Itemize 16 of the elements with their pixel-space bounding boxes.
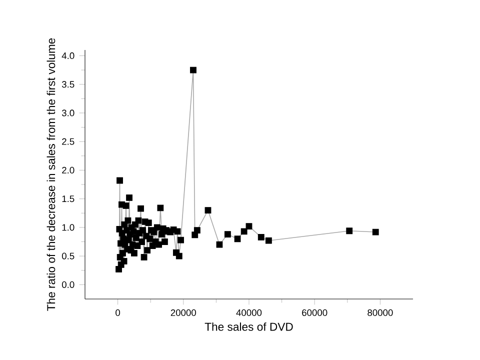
y-tick-label: 0.5 [62,252,74,260]
x-tick-label: 80000 [368,309,393,316]
y-tick-label: 4.0 [62,52,74,60]
y-axis-title: The ratio of the decrease in sales from the first volume [46,38,56,311]
y-tick-label: 1.5 [62,196,74,202]
x-tick-label: 0 [116,309,120,316]
y-tick-label: 0.0 [62,281,74,288]
x-tick-label: 40000 [236,309,262,316]
y-tick-label: 3.5 [62,81,74,88]
y-tick-label: 1.0 [62,224,74,231]
x-axis-title: The sales of DVD [204,322,293,331]
y-tick-label: 2.5 [62,138,74,145]
y-tick-label: 3.0 [62,110,74,116]
x-tick-label: 60000 [302,309,328,316]
x-tick-label: 20000 [170,309,196,316]
y-tick-label: 2.0 [62,166,74,174]
